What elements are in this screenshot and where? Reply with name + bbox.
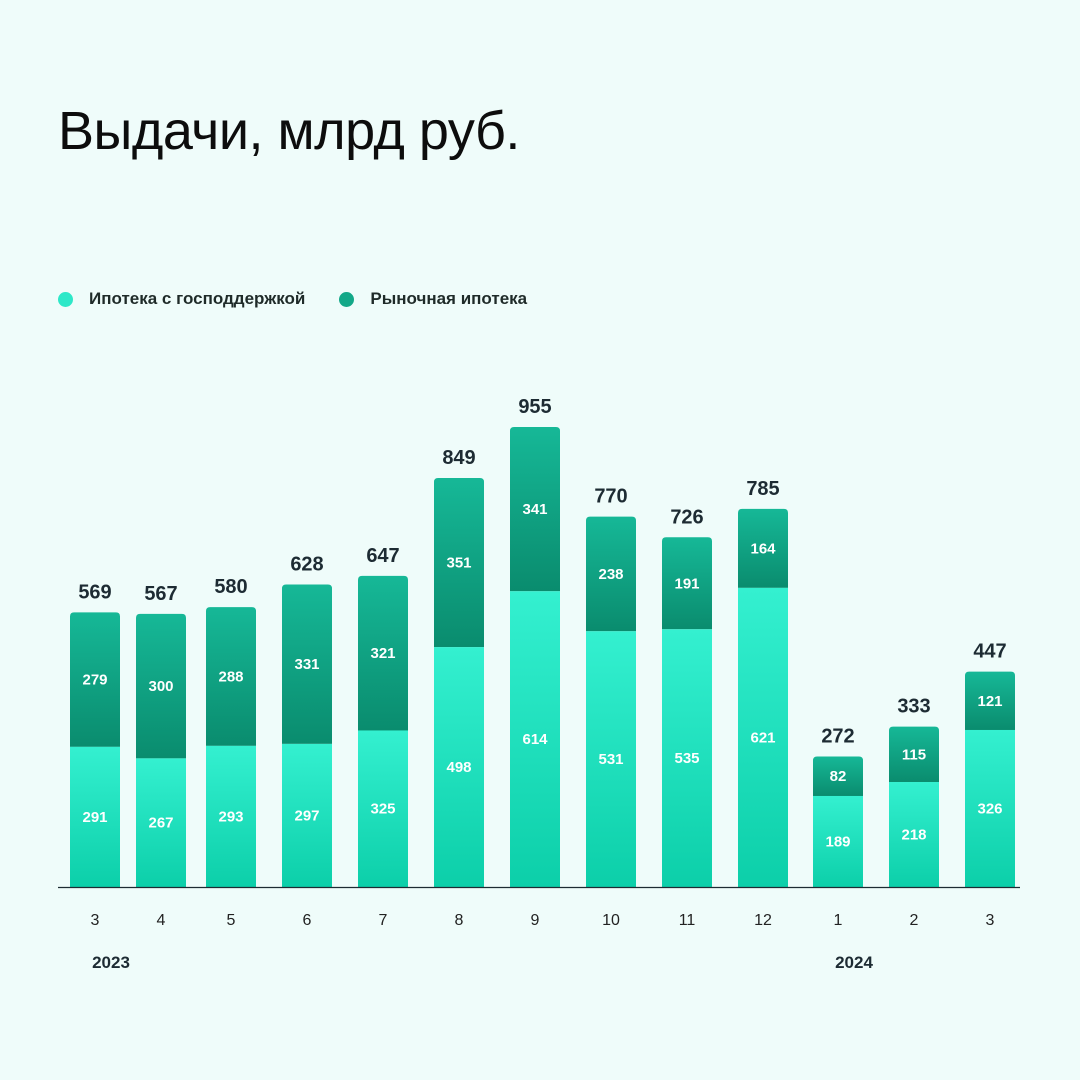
legend-dot-state-support (58, 291, 73, 307)
labels-group: 2912795693267300567429328858052973316286… (78, 396, 1006, 972)
bar-segment-market (358, 575, 408, 731)
data-label-state-support: 498 (446, 759, 471, 776)
data-label-market: 115 (902, 746, 926, 763)
data-label-state-support: 297 (294, 807, 319, 824)
legend-item-state-support: Ипотека с господдержкой (58, 289, 305, 309)
year-label: 2024 (835, 953, 873, 972)
x-tick-label: 7 (379, 912, 388, 929)
data-label-market: 82 (830, 768, 847, 785)
bars-group (58, 426, 1020, 889)
x-tick-label: 4 (157, 912, 166, 929)
data-label-market: 351 (446, 555, 471, 572)
bar-segment-market (662, 537, 712, 630)
data-label-state-support: 293 (218, 808, 243, 825)
data-label-state-support: 535 (674, 750, 699, 767)
data-label-total: 569 (78, 581, 111, 603)
bar-segment-market (738, 508, 788, 588)
data-label-market: 321 (370, 645, 395, 662)
x-tick-label: 1 (834, 912, 843, 929)
bar-segment-state-support (738, 587, 788, 887)
bar-segment-state-support (510, 591, 560, 887)
bar-segment-state-support (136, 758, 186, 887)
x-tick-label: 10 (602, 912, 620, 929)
data-label-state-support: 267 (148, 815, 173, 832)
bar-segment-market (889, 726, 939, 782)
bar-segment-state-support (282, 743, 332, 887)
data-label-total: 849 (442, 447, 475, 469)
legend-label-market: Рыночная ипотека (370, 289, 528, 308)
data-label-total: 567 (144, 583, 177, 605)
data-label-total: 447 (973, 641, 1006, 663)
bar-segment-state-support (434, 647, 484, 887)
data-label-total: 955 (518, 396, 551, 418)
bar-segment-market (813, 756, 863, 796)
data-label-state-support: 189 (825, 833, 850, 850)
data-label-market: 331 (294, 656, 319, 673)
bar-segment-market (206, 607, 256, 746)
data-label-state-support: 531 (598, 751, 623, 768)
x-tick-label: 3 (986, 912, 995, 929)
legend-item-market: Рыночная ипотека (339, 289, 527, 309)
data-label-total: 647 (366, 545, 399, 567)
data-label-market: 288 (218, 668, 243, 685)
x-tick-label: 2 (910, 912, 919, 929)
data-label-state-support: 291 (82, 809, 107, 826)
bar-segment-market (586, 516, 636, 632)
data-label-total: 770 (594, 486, 627, 508)
bar-segment-state-support (965, 729, 1015, 887)
bar-segment-market (510, 426, 560, 592)
data-label-total: 726 (670, 506, 703, 528)
data-label-market: 238 (598, 566, 623, 583)
x-tick-label: 6 (303, 912, 312, 929)
bar-segment-state-support (358, 730, 408, 887)
x-tick-label: 12 (754, 912, 772, 929)
data-label-state-support: 614 (522, 731, 548, 748)
year-label: 2023 (92, 953, 130, 972)
data-label-market: 300 (148, 678, 173, 695)
data-label-market: 121 (977, 693, 1002, 710)
bar-segment-market (965, 671, 1015, 730)
data-label-total: 272 (821, 725, 854, 747)
data-label-market: 341 (522, 501, 547, 518)
data-label-total: 580 (214, 576, 247, 598)
bar-segment-market (282, 584, 332, 744)
x-tick-label: 9 (531, 912, 540, 929)
chart-title: Выдачи, млрд руб. (58, 101, 520, 161)
bar-segment-state-support (586, 631, 636, 887)
data-label-state-support: 218 (901, 826, 926, 843)
bar-segment-state-support (813, 795, 863, 887)
x-tick-label: 11 (679, 912, 696, 929)
bar-segment-state-support (889, 781, 939, 887)
x-tick-label: 8 (455, 912, 464, 929)
x-tick-label: 5 (227, 912, 236, 929)
legend-dot-market (339, 291, 355, 307)
data-label-total: 785 (746, 478, 779, 500)
data-label-market: 191 (674, 575, 699, 592)
data-label-state-support: 325 (370, 801, 395, 818)
legend-label-state-support: Ипотека с господдержкой (89, 289, 306, 308)
data-label-total: 628 (290, 553, 323, 575)
bar-segment-state-support (662, 629, 712, 887)
legend: Ипотека с господдержкой Рыночная ипотека (58, 289, 561, 309)
bar-segment-market (136, 613, 186, 759)
data-label-market: 164 (750, 540, 776, 557)
bar-segment-state-support (70, 746, 120, 887)
data-label-state-support: 326 (977, 800, 1002, 817)
bar-segment-state-support (206, 745, 256, 887)
bar-segment-market (434, 478, 484, 648)
data-label-market: 279 (82, 672, 107, 689)
x-tick-label: 3 (91, 912, 100, 929)
data-label-total: 333 (897, 696, 930, 718)
bar-segment-market (70, 612, 120, 747)
data-label-state-support: 621 (750, 729, 775, 746)
